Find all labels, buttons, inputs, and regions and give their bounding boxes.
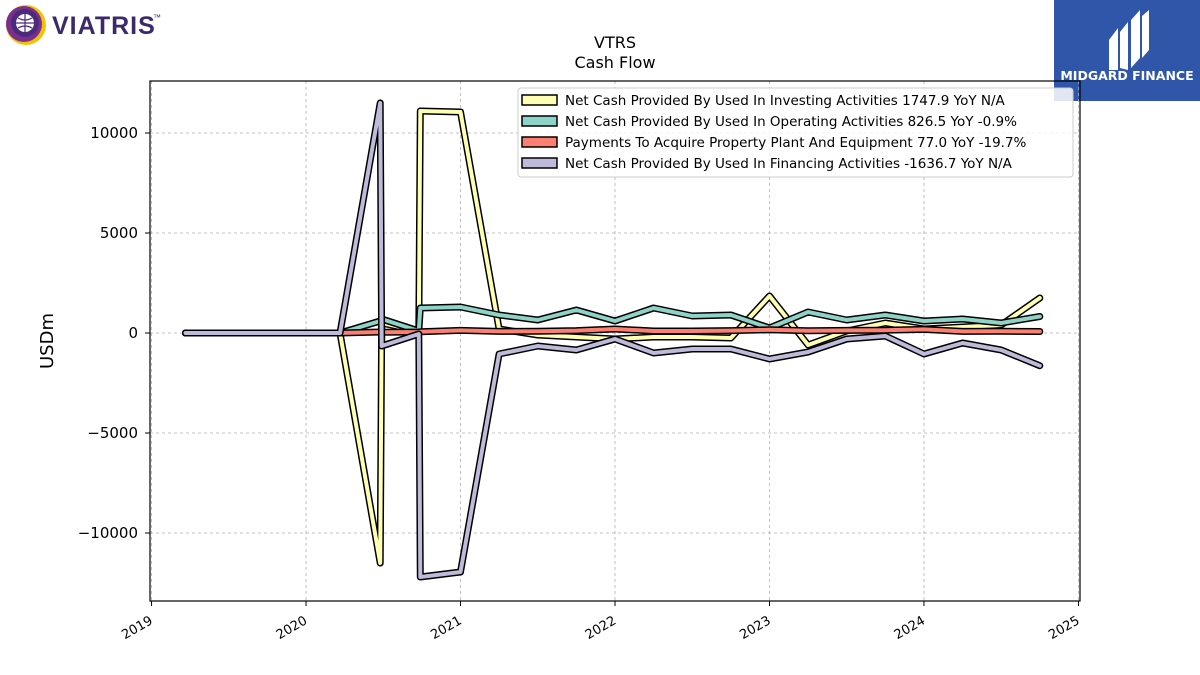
viatris-logo-tm: ™ [153, 13, 161, 22]
midgard-finance-logo-text: MIDGARD FINANCE [1060, 68, 1193, 83]
legend: Net Cash Provided By Used In Investing A… [517, 87, 1074, 178]
x-tick-label-1: 2020 [274, 613, 310, 643]
viatris-logo-text: VIATRIS [52, 12, 156, 40]
legend-entry-1: Net Cash Provided By Used In Operating A… [521, 114, 1017, 130]
y-axis-label: USDm [37, 313, 58, 369]
viatris-logo-mark [6, 5, 46, 45]
y-tick-label-0: 10000 [90, 124, 138, 142]
viatris-logo: VIATRIS ™ [0, 0, 180, 50]
midgard-finance-logo-mark [1109, 10, 1149, 70]
legend-box [517, 87, 1074, 178]
midgard-finance-logo: MIDGARD FINANCE [1054, 0, 1200, 101]
chart-subtitle: Cash Flow [574, 53, 655, 72]
x-tick-label-2: 2021 [428, 613, 464, 643]
legend-entry-2: Payments To Acquire Property Plant And E… [521, 135, 1027, 151]
legend-swatch-2 [521, 136, 558, 148]
x-tick-label-4: 2023 [737, 613, 773, 643]
legend-swatch-0 [521, 94, 558, 106]
legend-swatch-3 [521, 157, 558, 169]
chart-title: VTRS [594, 33, 636, 52]
series-3-line [183, 101, 1042, 579]
legend-entry-3: Net Cash Provided By Used In Financing A… [521, 156, 1013, 172]
x-tick-label-5: 2024 [892, 613, 928, 643]
x-tick-label-0: 2019 [119, 613, 155, 643]
legend-label-0: Net Cash Provided By Used In Investing A… [565, 93, 1006, 109]
legend-label-1: Net Cash Provided By Used In Operating A… [565, 114, 1017, 130]
x-axis-ticks: 2019 2020 2021 2022 2023 2024 2025 [119, 601, 1082, 643]
x-tick-label-6: 2025 [1046, 613, 1082, 643]
y-tick-label-1: 5000 [100, 224, 138, 242]
legend-label-2: Payments To Acquire Property Plant And E… [565, 135, 1027, 151]
y-tick-label-4: −10000 [78, 524, 138, 542]
legend-swatch-1 [521, 115, 558, 127]
y-tick-label-3: −5000 [87, 424, 138, 442]
series-3 [182, 99, 1044, 581]
y-axis-ticks: 10000 5000 0 −5000 −10000 [78, 124, 150, 542]
x-tick-label-3: 2022 [583, 613, 619, 643]
legend-label-3: Net Cash Provided By Used In Financing A… [565, 156, 1013, 172]
series-lines [182, 99, 1044, 581]
legend-entry-0: Net Cash Provided By Used In Investing A… [521, 93, 1006, 109]
y-tick-label-2: 0 [128, 324, 138, 342]
